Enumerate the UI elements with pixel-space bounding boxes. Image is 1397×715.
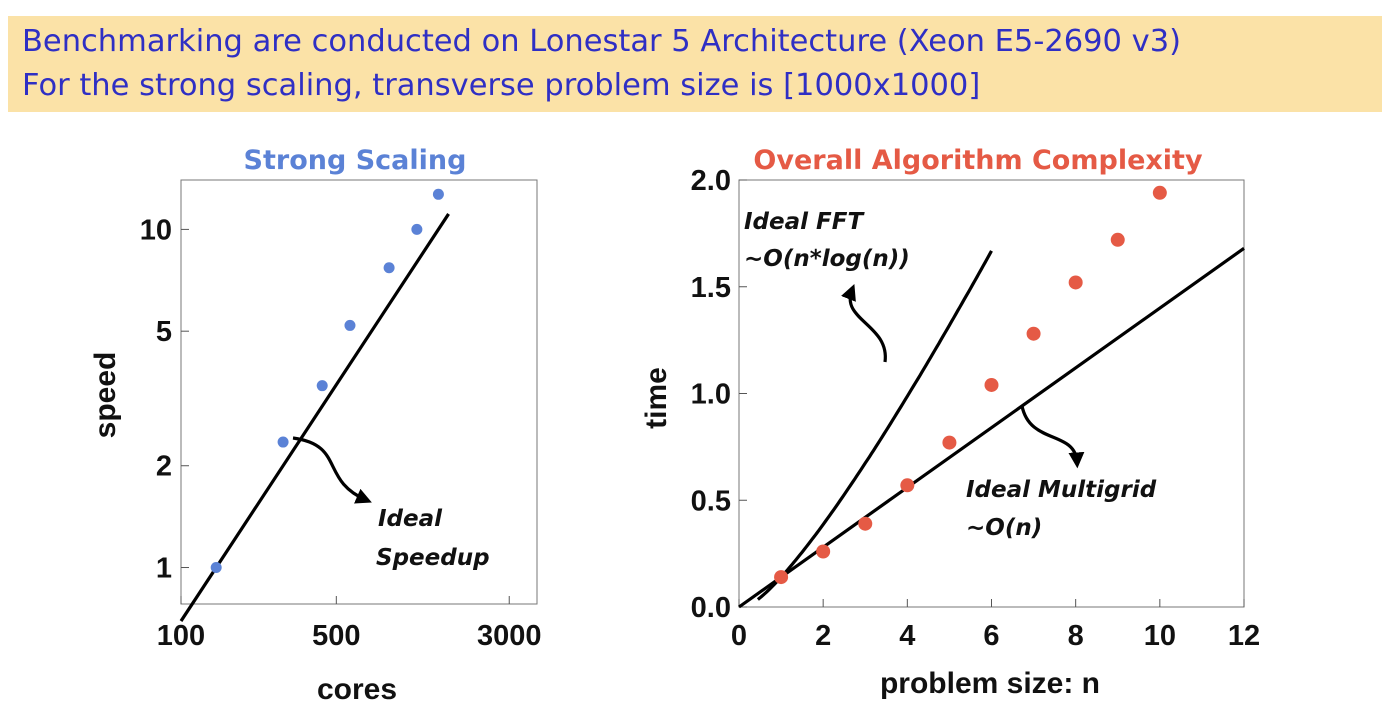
data-point	[210, 562, 222, 574]
y-tick-label: 1.0	[691, 379, 731, 411]
ideal-multigrid-label-2: ~O(n)	[966, 515, 1042, 541]
ideal-multigrid-arrow	[1020, 405, 1085, 469]
ideal-speedup-line	[179, 213, 450, 622]
data-point	[1026, 326, 1041, 341]
x-tick-label: 2	[815, 620, 831, 652]
ideal-speedup-label-1: Ideal	[378, 506, 443, 532]
strong-scaling-frame	[180, 179, 538, 605]
complexity-ylabel: time	[640, 367, 673, 429]
x-tick-label: 10	[1144, 620, 1176, 652]
data-point	[1152, 185, 1167, 200]
y-tick-label: 2	[156, 451, 172, 483]
data-point	[277, 436, 289, 448]
ideal-multigrid-line	[738, 247, 1245, 609]
x-tick-label: 0	[731, 620, 747, 652]
y-tick-label: 1.5	[691, 272, 731, 304]
data-point	[942, 435, 957, 450]
data-point	[858, 516, 873, 531]
banner-line-2: For the strong scaling, transverse probl…	[22, 68, 981, 103]
y-tick-label: 0.5	[691, 485, 731, 517]
data-point	[816, 544, 831, 559]
complexity-frame	[738, 179, 1245, 608]
header-banner: Benchmarking are conducted on Lonestar 5…	[8, 16, 1382, 112]
x-tick-label: 8	[1068, 620, 1084, 652]
data-point	[344, 319, 356, 331]
strong-scaling-ylabel: speed	[89, 352, 122, 439]
x-tick-label: 3000	[477, 620, 542, 652]
data-point	[383, 262, 395, 274]
ideal-fft-curve	[756, 250, 993, 601]
strong-scaling-chart: Strong Scaling 100 500 3000 1 2 5 10 Ideal Sp…	[89, 145, 541, 706]
data-point	[984, 377, 999, 392]
data-point	[900, 478, 915, 493]
x-tick-label: 6	[983, 620, 999, 652]
complexity-xlabel: problem size: n	[880, 667, 1100, 700]
y-tick-label: 2.0	[691, 165, 731, 197]
y-tick-label: 10	[140, 214, 172, 246]
ideal-fft-label-2: ~O(n*log(n))	[744, 246, 910, 272]
x-tick-label: 500	[312, 620, 360, 652]
y-tick-label: 0.0	[691, 592, 731, 624]
data-point	[774, 570, 789, 585]
y-tick-label: 1	[156, 553, 172, 585]
strong-scaling-xlabel: cores	[317, 673, 397, 706]
data-point	[1110, 232, 1125, 247]
x-tick-label: 4	[899, 620, 915, 652]
ideal-speedup-label-2: Speedup	[376, 545, 490, 571]
complexity-chart: Overall Algorithm Complexity 0 2 4 6 8 10 12 0…	[640, 145, 1260, 700]
x-tick-label: 12	[1228, 620, 1260, 652]
y-tick-label: 5	[156, 316, 172, 348]
ideal-multigrid-label-1: Ideal Multigrid	[966, 477, 1157, 503]
ideal-speedup-arrow	[292, 436, 372, 504]
ideal-fft-label-1: Ideal FFT	[744, 209, 865, 235]
ideal-fft-arrow	[841, 284, 887, 363]
x-tick-label: 100	[157, 620, 205, 652]
strong-scaling-title: Strong Scaling	[244, 145, 467, 176]
data-point	[1068, 275, 1083, 290]
data-point	[432, 188, 444, 200]
banner-line-1: Benchmarking are conducted on Lonestar 5…	[22, 24, 1182, 59]
data-point	[316, 380, 328, 392]
data-point	[411, 223, 423, 235]
complexity-title: Overall Algorithm Complexity	[753, 145, 1203, 176]
